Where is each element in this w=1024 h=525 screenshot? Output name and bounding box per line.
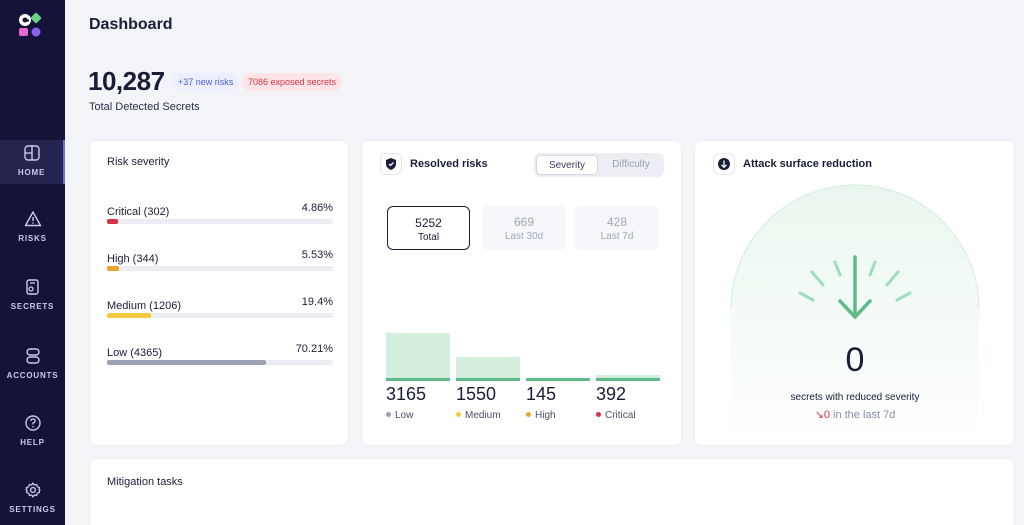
bar-label: Low [395, 410, 414, 421]
stat-last-30d[interactable]: 669 Last 30d [482, 206, 566, 250]
sidebar-item-label: SECRETS [10, 302, 55, 311]
severity-name: Critical (302) [107, 206, 170, 218]
sidebar-item-label: SETTINGS [9, 505, 56, 514]
severity-bar [107, 219, 118, 224]
severity-bar [107, 313, 151, 318]
toggle-difficulty[interactable]: Difficulty [612, 159, 650, 170]
severity-row-medium[interactable]: Medium (1206) 19.4% [107, 296, 333, 318]
gear-icon [24, 482, 41, 498]
severity-name: High (344) [107, 253, 159, 265]
severity-bar [107, 266, 120, 271]
legend-dot [526, 412, 531, 417]
sidebar-item-risks[interactable]: RISKS [0, 206, 65, 250]
severity-pct: 4.86% [301, 202, 333, 214]
severity-row-low[interactable]: Low (4365) 70.21% [107, 343, 333, 365]
severity-track [107, 313, 333, 318]
sidebar: HOME RISKS SECRETS ACCOUNTS HELP SETTING… [0, 0, 65, 525]
bar-label: High [535, 410, 556, 421]
severity-bar [107, 360, 266, 365]
page-title: Dashboard [89, 16, 173, 33]
reduced-count: 0 [845, 341, 865, 379]
bar-legend-low: Low [386, 410, 413, 421]
stat-label: Total [417, 232, 440, 243]
total-secrets-label: Total Detected Secrets [89, 101, 200, 113]
sidebar-item-accounts[interactable]: ACCOUNTS [0, 343, 65, 387]
severity-track [107, 266, 333, 271]
bar-base-low [386, 378, 450, 381]
total-secrets-count: 10,287 [88, 66, 165, 96]
bar-value: 392 [596, 384, 627, 404]
card-title: Mitigation tasks [107, 476, 183, 488]
severity-difficulty-toggle: Severity Difficulty [534, 153, 664, 177]
sidebar-item-label: RISKS [18, 234, 47, 243]
stat-value: 5252 [415, 216, 442, 230]
key-icon [25, 279, 39, 295]
sidebar-item-settings[interactable]: SETTINGS [0, 477, 65, 521]
bar-low [386, 333, 450, 381]
bar-value: 145 [526, 384, 557, 404]
sidebar-item-help[interactable]: HELP [0, 410, 65, 454]
layout-icon [23, 145, 40, 161]
resolved-risks-card: Resolved risks Severity Difficulty 5252 … [361, 140, 682, 446]
new-risks-badge: +37 new risks [172, 73, 240, 91]
bar-label: Critical [605, 410, 636, 421]
logo[interactable] [17, 12, 45, 38]
stat-value: 428 [606, 215, 628, 229]
bar-label: Medium [465, 410, 501, 421]
severity-name: Low (4365) [107, 347, 163, 359]
trend-down-icon: ↘ [814, 409, 824, 421]
shield-icon [380, 153, 402, 175]
stat-total[interactable]: 5252 Total [387, 206, 470, 250]
bar-value: 1550 [456, 384, 497, 404]
mitigation-tasks-card: Mitigation tasks [89, 458, 1015, 525]
reduced-trend: ↘0 in the last 7d [695, 408, 1014, 421]
stat-last-7d[interactable]: 428 Last 7d [575, 206, 659, 250]
bar-medium [456, 357, 520, 381]
bar-base-high [526, 378, 590, 381]
severity-row-critical[interactable]: Critical (302) 4.86% [107, 202, 333, 224]
reduced-label: secrets with reduced severity [790, 392, 920, 403]
help-icon [24, 415, 41, 431]
card-title: Risk severity [107, 156, 170, 168]
severity-row-high[interactable]: High (344) 5.53% [107, 249, 333, 271]
trend-text: in the last 7d [829, 409, 896, 421]
legend-dot [386, 412, 391, 417]
attack-surface-card: Attack surface reduction 0 secrets with … [694, 140, 1015, 446]
arrow-down-circle-icon [713, 153, 735, 175]
exposed-secrets-badge: 7086 exposed secrets [242, 73, 343, 91]
legend-dot [596, 412, 601, 417]
risk-severity-card: Risk severity Critical (302) 4.86% High … [89, 140, 349, 446]
sidebar-item-secrets[interactable]: SECRETS [0, 274, 65, 318]
stat-label: Last 7d [600, 231, 634, 242]
bar-legend-medium: Medium [456, 410, 501, 421]
sidebar-item-home[interactable]: HOME [0, 140, 65, 184]
accounts-icon [25, 348, 40, 364]
sidebar-item-label: HOME [17, 168, 46, 177]
bar-base-medium [456, 378, 520, 381]
stat-value: 669 [513, 215, 535, 229]
legend-dot [456, 412, 461, 417]
severity-track [107, 360, 333, 365]
toggle-severity[interactable]: Severity [536, 155, 598, 175]
bar-legend-critical: Critical [596, 410, 636, 421]
sidebar-item-label: ACCOUNTS [6, 371, 59, 380]
warning-icon [24, 211, 41, 227]
severity-pct: 5.53% [301, 249, 333, 261]
bar-base-critical [596, 378, 660, 381]
bar-value: 3165 [386, 384, 427, 404]
card-title: Resolved risks [410, 158, 488, 170]
trend-value: 0 [823, 409, 830, 421]
stat-label: Last 30d [504, 231, 544, 242]
severity-name: Medium (1206) [107, 300, 181, 312]
severity-pct: 19.4% [301, 296, 333, 308]
severity-pct: 70.21% [295, 343, 333, 355]
bar-legend-high: High [526, 410, 556, 421]
reduction-gauge-icon [730, 184, 980, 445]
sidebar-item-label: HELP [20, 438, 45, 447]
card-title: Attack surface reduction [743, 158, 872, 170]
severity-track [107, 219, 333, 224]
